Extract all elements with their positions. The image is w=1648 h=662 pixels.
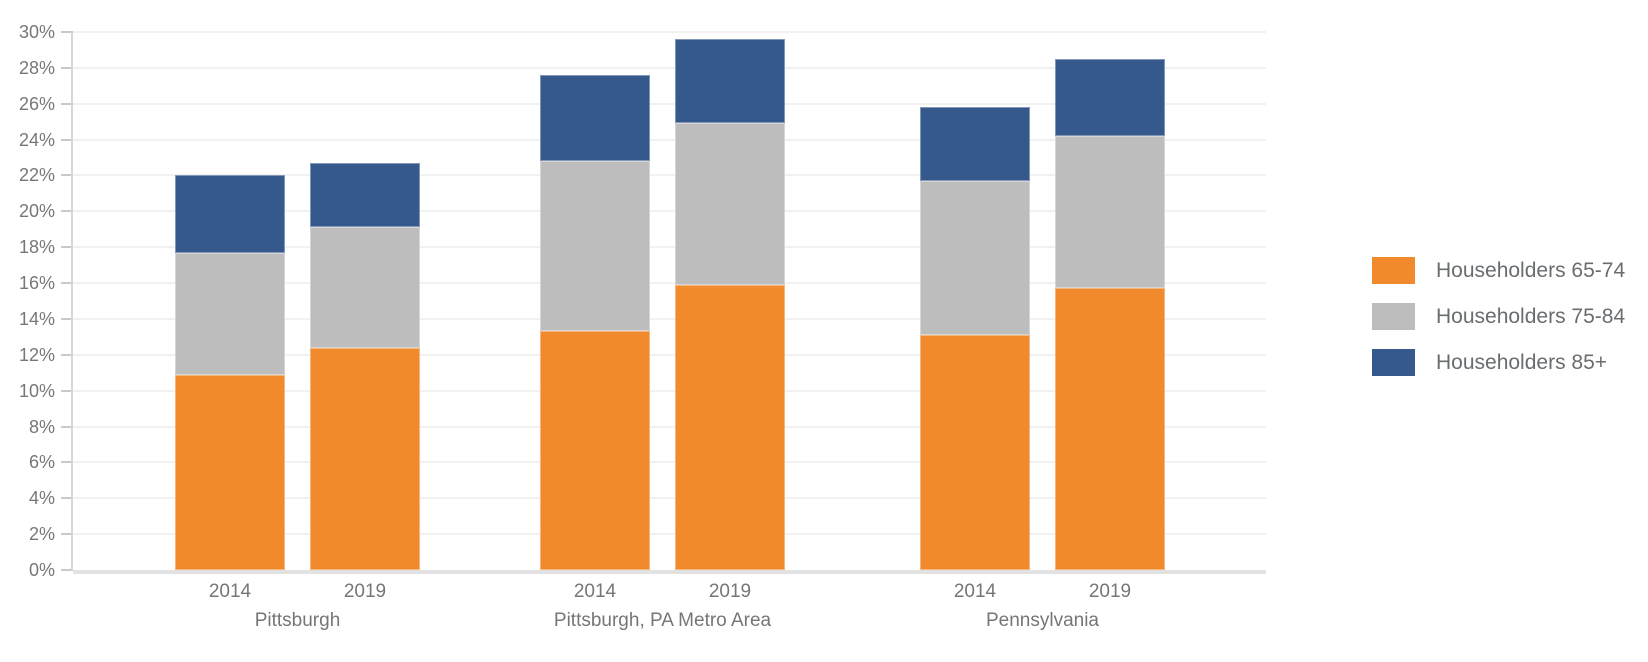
bar-segment-householders-85-[interactable] [920, 107, 1030, 181]
x-tick-label: 2019 [1088, 581, 1132, 602]
legend-label: Householders 85+ [1436, 350, 1608, 374]
legend-swatch [1372, 257, 1415, 284]
y-axis-tick [61, 461, 73, 464]
legend: Householders 65-74 Householders 75-84 Hous… [1372, 257, 1625, 376]
x-axis-baseline [73, 570, 1266, 574]
y-axis-tick [61, 138, 73, 141]
y-axis-label: 4% [28, 488, 55, 509]
y-axis-tick [61, 317, 73, 320]
y-axis-tick [61, 174, 73, 177]
gridline [73, 461, 1266, 464]
y-axis-label: 0% [28, 560, 55, 580]
y-axis-tick [61, 497, 73, 500]
bar-segment-householders-75-84[interactable] [675, 123, 785, 285]
gridline [73, 31, 1266, 33]
gridline [73, 174, 1266, 177]
x-tick-label: 2014 [953, 581, 997, 602]
gridline [73, 66, 1266, 69]
bar-segment-householders-85-[interactable] [310, 162, 420, 228]
y-axis-label: 12% [18, 344, 55, 365]
x-tick-label: 2019 [708, 581, 752, 602]
bar-segment-householders-75-84[interactable] [1055, 136, 1165, 289]
gridline [73, 138, 1266, 141]
y-axis-label: 6% [28, 452, 55, 473]
gridline [73, 497, 1266, 500]
bar-segment-householders-85-[interactable] [540, 75, 650, 162]
legend-item[interactable]: Householders 65-74 [1372, 257, 1625, 284]
gridline [73, 102, 1266, 105]
y-axis-label: 26% [18, 93, 55, 114]
legend-item[interactable]: Householders 85+ [1372, 349, 1625, 376]
y-axis-label: 20% [18, 201, 55, 222]
legend-label: Householders 65-74 [1436, 258, 1626, 282]
y-axis-tick [61, 569, 73, 571]
bar-segment-householders-65-74[interactable] [920, 335, 1030, 570]
y-axis-tick [61, 66, 73, 69]
legend-swatch [1372, 303, 1415, 330]
y-axis-tick [61, 102, 73, 105]
y-axis-label: 10% [18, 380, 55, 401]
y-axis-line [71, 32, 73, 570]
gridline [73, 282, 1266, 285]
bar-segment-householders-75-84[interactable] [175, 252, 285, 375]
gridline [73, 425, 1266, 428]
bar-segment-householders-65-74[interactable] [175, 374, 285, 570]
y-axis-label: 8% [28, 416, 55, 437]
bar-segment-householders-65-74[interactable] [310, 347, 420, 570]
gridline [73, 317, 1266, 320]
y-axis-label: 18% [18, 237, 55, 258]
bar-segment-householders-65-74[interactable] [1055, 288, 1165, 570]
legend-label: Householders 75-84 [1436, 304, 1626, 328]
gridline [73, 210, 1266, 213]
x-group-label: Pittsburgh, PA Metro Area [553, 610, 772, 631]
bar-segment-householders-65-74[interactable] [540, 331, 650, 570]
gridline [73, 353, 1266, 356]
gridline [73, 246, 1266, 249]
y-axis-tick [61, 425, 73, 428]
bar-segment-householders-85-[interactable] [1055, 58, 1165, 136]
y-axis-label: 28% [18, 57, 55, 78]
y-axis-tick [61, 31, 73, 33]
x-tick-label: 2014 [573, 581, 617, 602]
bar-segment-householders-85-[interactable] [175, 175, 285, 253]
y-axis-label: 2% [28, 524, 55, 545]
y-axis-tick [61, 282, 73, 285]
gridline [73, 533, 1266, 536]
y-axis-label: 14% [18, 308, 55, 329]
x-tick-label: 2019 [343, 581, 387, 602]
bar-segment-householders-75-84[interactable] [310, 227, 420, 348]
bar-segment-householders-85-[interactable] [675, 39, 785, 124]
y-axis-label: 30% [18, 22, 55, 42]
bar-segment-householders-75-84[interactable] [540, 161, 650, 332]
legend-swatch [1372, 349, 1415, 376]
y-axis-tick [61, 389, 73, 392]
y-axis-tick [61, 353, 73, 356]
x-tick-label: 2014 [208, 581, 252, 602]
y-axis-tick [61, 210, 73, 213]
x-group-label: Pennsylvania [985, 610, 1100, 631]
y-axis-label: 24% [18, 129, 55, 150]
y-axis-tick [61, 533, 73, 536]
x-group-label: Pittsburgh [254, 610, 341, 631]
y-axis-label: 16% [18, 273, 55, 294]
y-axis-tick [61, 246, 73, 249]
y-axis-label: 22% [18, 165, 55, 186]
gridline [73, 389, 1266, 392]
bar-segment-householders-75-84[interactable] [920, 180, 1030, 336]
legend-item[interactable]: Householders 75-84 [1372, 303, 1625, 330]
bar-segment-householders-65-74[interactable] [675, 284, 785, 570]
